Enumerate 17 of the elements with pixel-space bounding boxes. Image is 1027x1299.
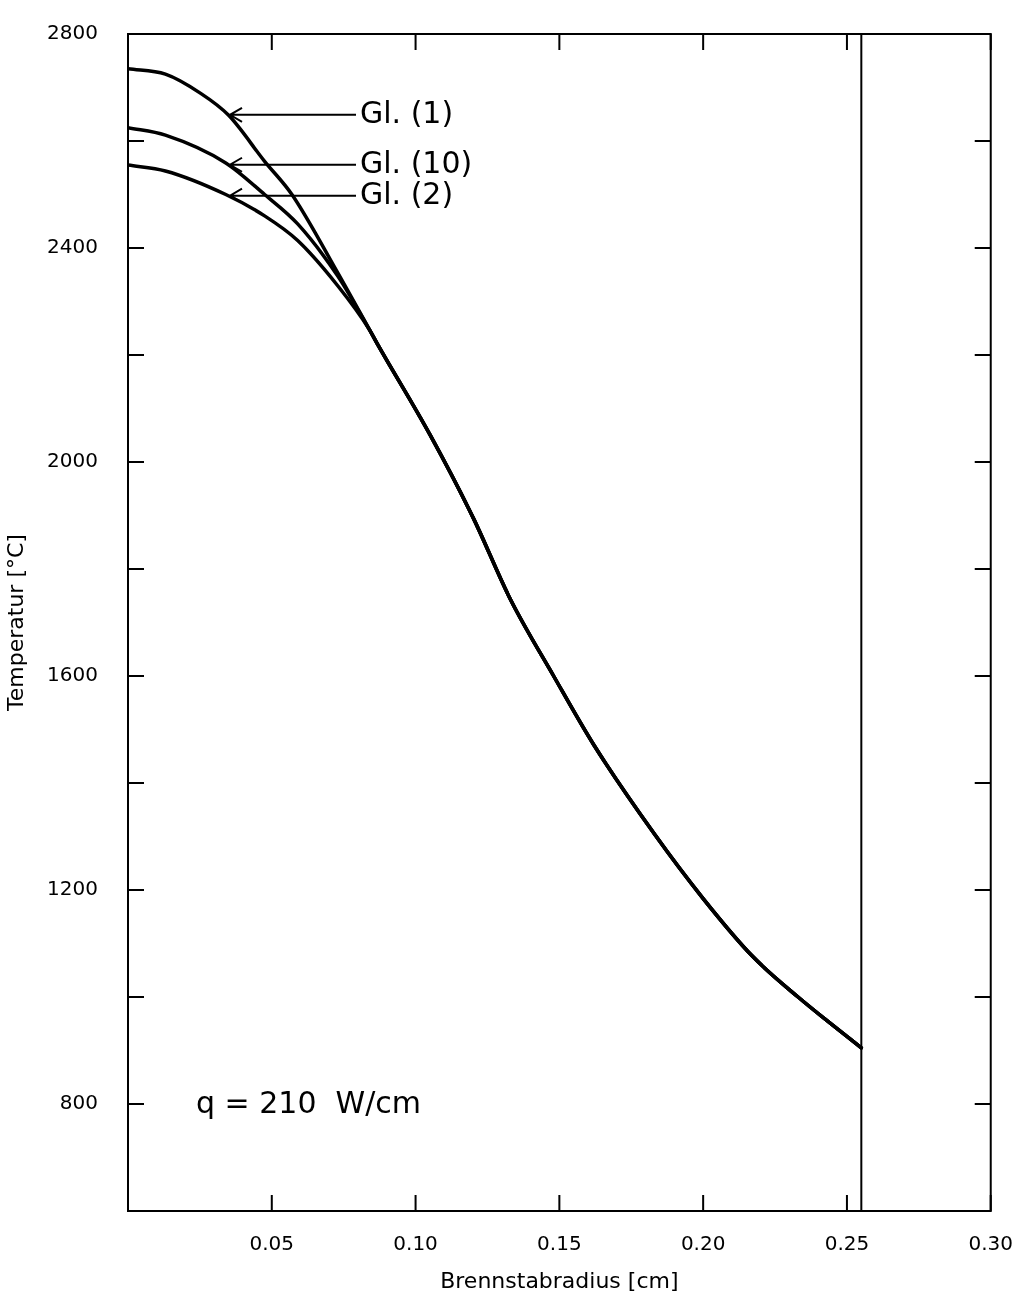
y-axis-title: Temperatur [°C] — [2, 534, 28, 712]
x-tick-label: 0.10 — [393, 1231, 438, 1256]
x-tick-label: 0.30 — [968, 1231, 1013, 1256]
legend-label: Gl. (10) — [360, 144, 473, 180]
y-tick-label: 2800 — [47, 20, 98, 45]
annotation: q = 210 W/cm — [196, 1085, 422, 1120]
y-tick-label: 1600 — [47, 662, 98, 687]
y-tick-label: 2000 — [47, 448, 98, 473]
y-tick-label: 800 — [59, 1090, 98, 1115]
x-tick-label: 0.25 — [824, 1231, 870, 1256]
x-tick-label: 0.15 — [537, 1231, 582, 1256]
x-tick-label: 0.05 — [249, 1231, 295, 1256]
y-tick-label: 1200 — [47, 876, 98, 901]
y-tick-label: 2400 — [47, 234, 98, 259]
x-tick-label: 0.20 — [680, 1231, 726, 1256]
x-axis-title: Brennstabradius [cm] — [440, 1267, 679, 1293]
legend-label: Gl. (1) — [360, 94, 454, 130]
